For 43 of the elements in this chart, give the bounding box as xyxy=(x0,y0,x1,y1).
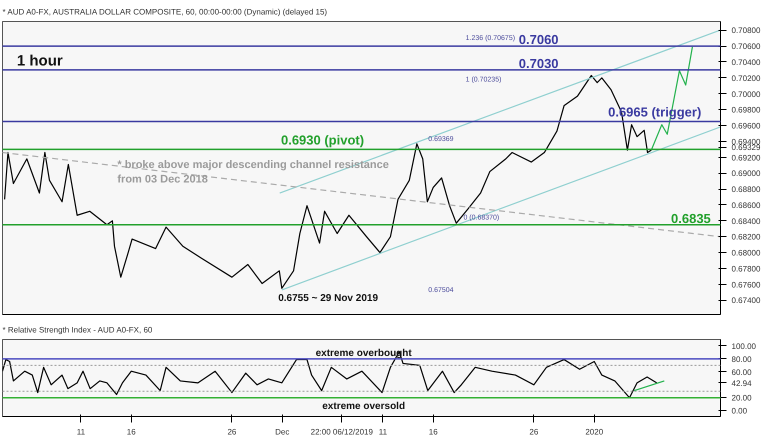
y-tick-label: 0.68400 xyxy=(732,216,761,226)
x-tick-label: 16 xyxy=(126,428,136,436)
annotation: 0.7060 xyxy=(518,32,559,48)
y-tick-label: 0.69800 xyxy=(732,106,761,115)
x-tick-label: 16 xyxy=(428,428,438,436)
y-tick-label: 0.70000 xyxy=(732,90,761,99)
x-tick-label: 22:00 06/12/2019 xyxy=(310,428,374,436)
y-tick-label: 100.00 xyxy=(732,342,757,351)
y-tick-label: 80.00 xyxy=(732,354,752,364)
annotation: 0.6835 xyxy=(671,210,711,226)
annotation: 1 hour xyxy=(16,52,63,70)
y-tick-label: 0.68800 xyxy=(732,185,761,194)
y-tick-label: 60.00 xyxy=(732,368,752,377)
chart-title: * Relative Strength Index - AUD A0-FX, 60 xyxy=(2,326,153,334)
line-series xyxy=(4,74,652,289)
x-tick-label: Dec xyxy=(275,428,290,436)
y-tick-label: 0.70400 xyxy=(732,58,761,67)
y-tick-label: 0.70600 xyxy=(732,42,761,52)
y-tick-label: 0.67800 xyxy=(732,264,761,274)
y-tick-label: 0.68000 xyxy=(732,248,761,258)
y-tick-label: 42.94 xyxy=(732,378,752,388)
annotation: 0.7030 xyxy=(518,56,559,71)
x-tick-label: 26 xyxy=(529,428,539,436)
y-tick-label: 0.67400 xyxy=(732,296,761,306)
x-tick-label: 11 xyxy=(378,428,388,436)
y-tick-label: 0.70200 xyxy=(732,74,761,83)
y-tick-label: 0.69200 xyxy=(732,153,761,162)
y-tick-label: 0.68200 xyxy=(732,232,761,242)
x-tick-label: 2020 xyxy=(585,428,604,436)
x-tick-label: 26 xyxy=(227,428,237,436)
y-tick-label: 0.70800 xyxy=(732,26,761,36)
annotation: extreme oversold xyxy=(322,400,406,412)
y-tick-label: 0.69000 xyxy=(732,169,761,178)
annotation: 0.6930 (pivot) xyxy=(280,132,364,148)
x-tick-label: 11 xyxy=(76,428,86,436)
y-tick-label: 0.68600 xyxy=(732,200,761,210)
y-tick-label: 0.69600 xyxy=(732,122,761,131)
y-tick-label: 0.69329 xyxy=(732,143,761,152)
y-tick-label: 0.67600 xyxy=(732,280,761,290)
y-tick-label: 20.00 xyxy=(732,394,752,403)
annotation: 0.6755 ~ 29 Nov 2019 xyxy=(278,292,378,304)
chart-title: * AUD A0-FX, AUSTRALIA DOLLAR COMPOSITE, 60, 00:00-00:00 (Dynamic) (delayed 15) xyxy=(2,8,328,16)
y-tick-label: 0.00 xyxy=(732,406,748,416)
